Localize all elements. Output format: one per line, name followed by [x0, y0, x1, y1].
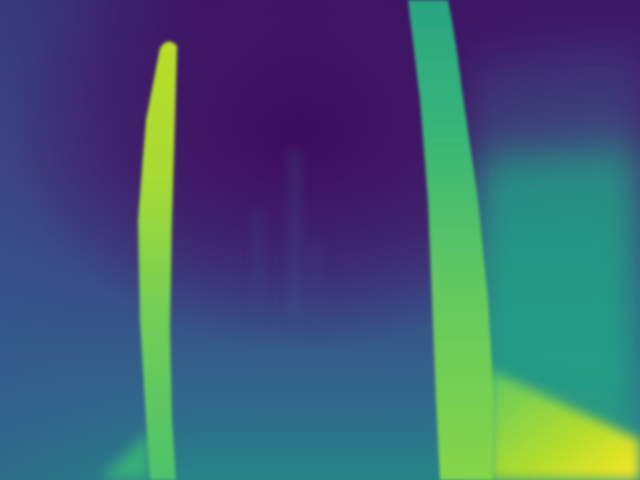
left-pole — [138, 41, 177, 480]
distant-streaks — [255, 150, 319, 330]
right-wall-region — [470, 40, 640, 480]
floor-right — [490, 370, 640, 480]
floor-left — [100, 430, 150, 480]
right-pole — [408, 0, 494, 480]
